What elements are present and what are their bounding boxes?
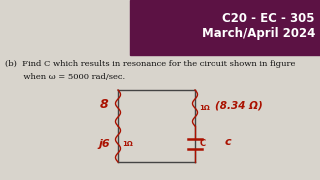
Text: j6: j6 [98,139,110,149]
Text: 8: 8 [100,98,108,111]
Text: C: C [200,140,206,148]
Text: 1Ω: 1Ω [122,141,133,147]
Text: 1Ω: 1Ω [199,105,210,111]
Text: (b)  Find C which results in resonance for the circuit shown in figure: (b) Find C which results in resonance fo… [5,60,295,68]
Text: March/April 2024: March/April 2024 [202,28,315,40]
Bar [130,0,320,55]
Text: (8.34 Ω): (8.34 Ω) [215,101,263,111]
Text: C20 - EC - 305: C20 - EC - 305 [222,12,315,24]
Text: when ω = 5000 rad/sec.: when ω = 5000 rad/sec. [5,73,125,81]
Text: c: c [225,137,232,147]
